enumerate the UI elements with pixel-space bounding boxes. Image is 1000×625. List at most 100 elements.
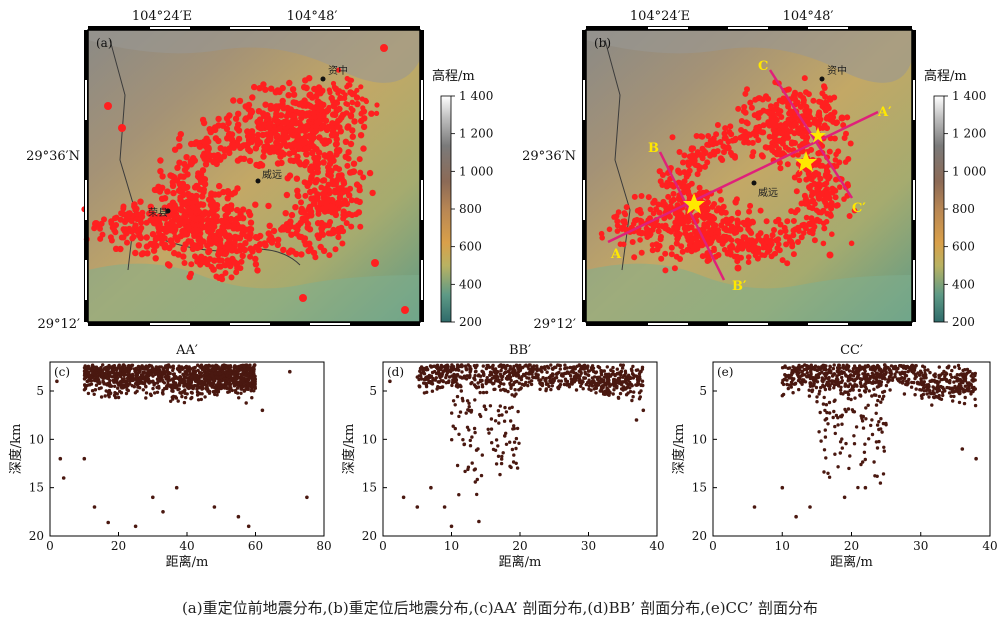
hypocenter-point <box>89 379 94 383</box>
earthquake-event <box>727 217 734 224</box>
earthquake-event <box>317 100 324 107</box>
hypocenter-point <box>442 505 447 509</box>
earthquake-event <box>749 139 756 146</box>
earthquake-event <box>314 204 321 211</box>
earthquake-event <box>344 75 350 82</box>
hypocenter-point <box>587 373 591 378</box>
hypocenter-point <box>138 375 142 380</box>
earthquake-event <box>303 84 310 92</box>
earthquake-event <box>676 149 683 155</box>
y-tick-label: 15 <box>29 481 44 495</box>
earthquake-event <box>265 115 272 122</box>
earthquake-event <box>623 204 630 211</box>
earthquake-event <box>358 117 365 125</box>
hypocenter-point <box>217 381 222 385</box>
earthquake-event <box>350 107 356 113</box>
hypocenter-point <box>509 465 513 470</box>
hypocenter-point <box>536 373 540 377</box>
earthquake-event <box>186 208 193 215</box>
earthquake-event <box>776 241 782 248</box>
hypocenter-point <box>183 391 187 395</box>
hypocenter-point <box>83 384 88 388</box>
earthquake-event <box>315 149 323 156</box>
earthquake-event <box>194 183 201 190</box>
hypocenter-point <box>508 371 512 375</box>
lon-tick-label: 104°24′E <box>132 9 192 24</box>
earthquake-event <box>197 261 204 268</box>
hypocenter-point <box>621 380 625 384</box>
earthquake-event <box>143 234 150 241</box>
earthquake-event <box>235 127 243 134</box>
earthquake-event <box>274 241 281 249</box>
earthquake-event <box>237 210 244 218</box>
earthquake-event <box>732 198 739 205</box>
hypocenter-point <box>260 408 265 413</box>
panel-label: (e) <box>717 365 733 379</box>
hypocenter-point <box>216 390 221 394</box>
earthquake-event <box>158 195 166 202</box>
earthquake-event <box>228 191 236 198</box>
hypocenter-point <box>540 383 545 388</box>
earthquake-event <box>670 190 677 197</box>
earthquake-event <box>811 237 818 244</box>
hypocenter-point <box>288 369 292 374</box>
hypocenter-point <box>500 413 504 417</box>
earthquake-event <box>699 145 706 152</box>
hypocenter-point <box>212 505 217 509</box>
hypocenter-point <box>82 456 87 461</box>
earthquake-event <box>180 253 187 260</box>
hypocenter-point <box>850 369 855 374</box>
earthquake-event <box>757 110 764 116</box>
hypocenter-point <box>154 370 158 374</box>
earthquake-event <box>302 102 310 109</box>
hypocenter-point <box>236 514 241 519</box>
hypocenter-point <box>118 371 122 376</box>
map-border-ticks <box>84 26 424 326</box>
hypocenter-point <box>509 378 513 383</box>
hypocenter-point <box>98 381 102 385</box>
earthquake-event <box>191 140 198 147</box>
earthquake-event <box>97 225 103 232</box>
earthquake-event <box>820 240 827 247</box>
colorbar-tick-label: 1 200 <box>952 127 986 141</box>
hypocenter-point <box>503 364 508 368</box>
earthquake-event <box>298 199 304 206</box>
earthquake-event <box>216 275 222 281</box>
earthquake-event <box>757 207 764 214</box>
earthquake-event <box>118 124 126 132</box>
earthquake-event <box>811 116 818 123</box>
colorbar-tick-label: 200 <box>952 315 975 329</box>
earthquake-event <box>798 124 805 131</box>
hypocenter-point <box>563 363 567 367</box>
earthquake-event <box>237 155 244 162</box>
hypocenter-point <box>203 376 207 380</box>
hypocenter-point <box>584 382 588 387</box>
hypocenter-point <box>440 385 444 389</box>
hypocenter-point <box>558 367 562 371</box>
earthquake-event <box>821 85 828 91</box>
hypocenter-point <box>425 365 429 370</box>
earthquake-event <box>337 117 343 123</box>
hypocenter-point <box>504 370 508 374</box>
earthquake-event <box>334 107 340 113</box>
hypocenter-point <box>504 431 508 435</box>
hypocenter-point <box>460 396 465 401</box>
earthquake-event <box>746 237 752 243</box>
hypocenter-point <box>176 399 180 403</box>
hypocenter-point <box>617 381 621 385</box>
earthquake-event <box>344 110 350 116</box>
lowland-shade <box>586 263 912 322</box>
hypocenter-point <box>169 399 173 403</box>
town-label: 威远 <box>262 168 282 181</box>
hypocenter-point <box>839 391 843 396</box>
hypocenter-point <box>428 380 432 385</box>
y-tick-label: 5 <box>36 384 44 398</box>
hypocenter-point <box>417 384 421 388</box>
hypocenter-point <box>498 472 502 477</box>
hypocenter-point <box>512 453 516 457</box>
hypocenter-point <box>214 363 218 367</box>
earthquake-event <box>139 209 146 216</box>
earthquake-event <box>825 105 832 112</box>
earthquake-event <box>183 154 190 161</box>
hypocenter-point <box>228 366 232 370</box>
